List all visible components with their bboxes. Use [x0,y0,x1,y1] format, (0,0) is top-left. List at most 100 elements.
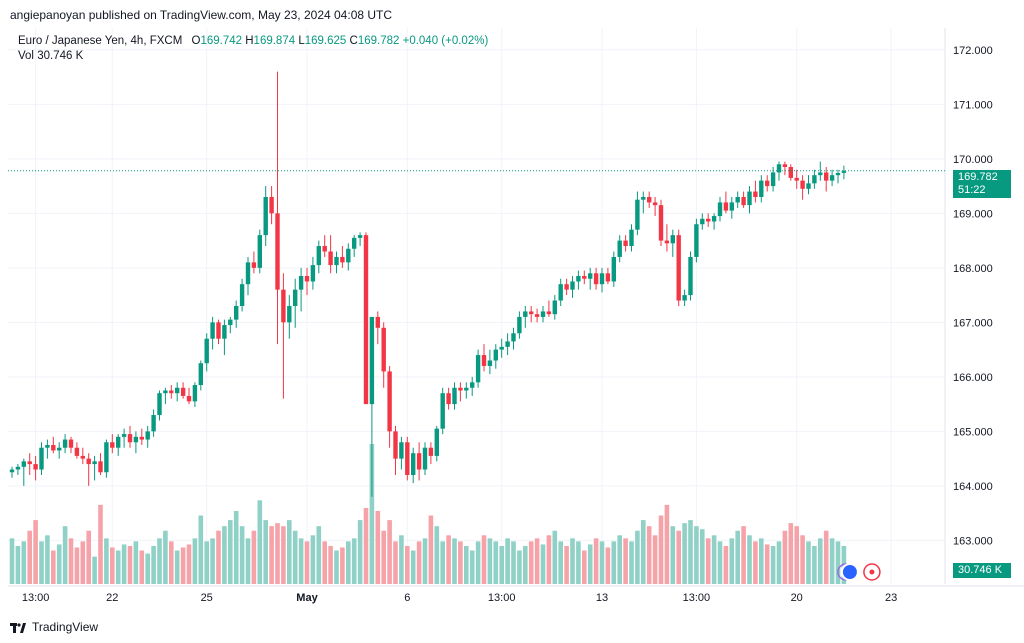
candle-body[interactable] [711,216,717,222]
candle-body[interactable] [133,436,139,443]
candle-body[interactable] [481,355,487,366]
candle-body[interactable] [422,447,428,470]
candle-body[interactable] [841,170,847,173]
candle-body[interactable] [582,276,587,279]
candle-body[interactable] [275,213,280,290]
candle-body[interactable] [564,284,569,290]
candle-body[interactable] [399,442,404,459]
candle-body[interactable] [682,295,687,301]
candle-body[interactable] [328,251,333,266]
candle-body[interactable] [428,447,434,456]
candle-body[interactable] [257,235,262,268]
candle-body[interactable] [33,464,38,470]
candle-body[interactable] [552,300,557,315]
candle-body[interactable] [835,172,841,176]
candle-body[interactable] [304,276,310,282]
candle-body[interactable] [534,314,540,317]
candle-body[interactable] [505,341,510,347]
candle-body[interactable] [629,229,634,247]
candle-body[interactable] [21,461,26,467]
candle-body[interactable] [664,240,670,244]
candle-body[interactable] [688,256,693,296]
candle-body[interactable] [829,175,835,181]
candle-body[interactable] [157,393,162,416]
candle-body[interactable] [806,183,811,189]
candle-body[interactable] [700,218,705,225]
candle-body[interactable] [759,180,764,197]
candle-body[interactable] [499,346,504,350]
candle-body[interactable] [375,316,380,328]
candle-body[interactable] [151,415,156,432]
candle-body[interactable] [340,256,345,263]
candle-body[interactable] [192,385,198,402]
candle-body[interactable] [334,256,339,266]
candle-body[interactable] [782,164,788,167]
candle-body[interactable] [104,442,109,473]
candle-body[interactable] [517,316,522,334]
candle-body[interactable] [369,316,375,405]
candle-body[interactable] [446,393,451,405]
candle-body[interactable] [210,322,215,339]
candle-body[interactable] [670,235,675,244]
candle-body[interactable] [293,289,298,306]
candle-body[interactable] [599,273,605,285]
candle-body[interactable] [776,164,782,173]
candle-body[interactable] [381,327,386,372]
candle-body[interactable] [706,218,711,222]
candle-body[interactable] [15,466,21,470]
candle-body[interactable] [800,180,805,189]
candle-body[interactable] [676,235,681,301]
candle-body[interactable] [741,196,746,206]
candle-body[interactable] [310,265,316,282]
candle-body[interactable] [169,390,174,394]
candle-body[interactable] [729,202,734,211]
candle-body[interactable] [747,191,752,206]
candle-body[interactable] [68,439,74,448]
candle-body[interactable] [80,455,85,459]
candle-body[interactable] [180,387,186,396]
candle-body[interactable] [464,387,469,391]
candle-body[interactable] [387,371,392,432]
candle-body[interactable] [251,262,257,268]
candle-body[interactable] [440,393,445,429]
candle-body[interactable] [824,172,829,181]
candle-body[interactable] [39,447,44,470]
candle-body[interactable] [765,180,770,187]
candle-body[interactable] [234,306,239,320]
candle-body[interactable] [605,273,611,282]
candle-body[interactable] [222,325,227,339]
candle-body[interactable] [62,439,68,448]
candle-body[interactable] [163,390,168,394]
candle-body[interactable] [316,246,321,266]
candle-body[interactable] [452,387,457,405]
candle-body[interactable] [818,172,823,176]
candle-body[interactable] [635,199,640,230]
economic-event-icon[interactable] [840,563,859,581]
candle-body[interactable] [694,224,699,257]
candle-body[interactable] [281,289,286,323]
candle-body[interactable] [623,240,628,247]
candle-body[interactable] [576,276,581,282]
candle-body[interactable] [652,202,658,206]
candle-body[interactable] [470,382,475,388]
candle-body[interactable] [269,196,274,214]
candle-body[interactable] [139,436,144,440]
candle-body[interactable] [110,442,115,448]
candle-body[interactable] [434,428,439,456]
candle-body[interactable] [511,333,516,342]
candle-body[interactable] [198,363,203,386]
candle-body[interactable] [357,235,363,238]
candle-body[interactable] [92,461,97,465]
candle-body[interactable] [529,311,534,315]
candle-body[interactable] [546,311,552,315]
candle-body[interactable] [753,191,758,197]
candle-body[interactable] [298,276,304,290]
candle-body[interactable] [641,196,646,200]
candle-body[interactable] [45,445,50,448]
candle-body[interactable] [263,196,268,236]
candle-body[interactable] [540,311,546,317]
candle-body[interactable] [121,434,127,437]
candle-body[interactable] [570,281,575,290]
candle-body[interactable] [186,395,192,402]
